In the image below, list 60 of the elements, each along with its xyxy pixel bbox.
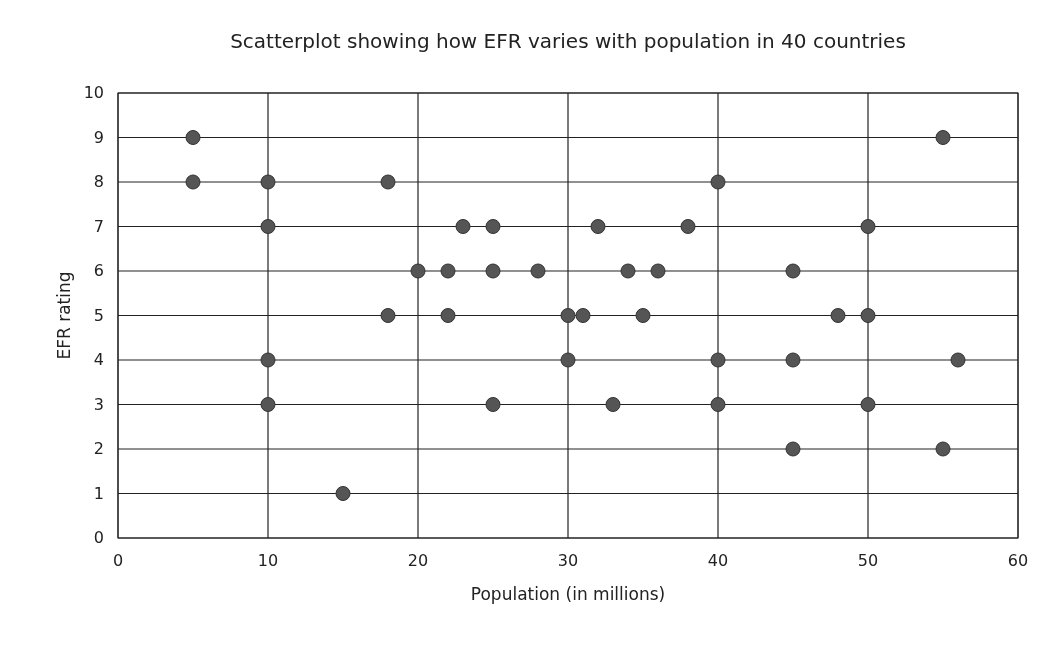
point — [380, 308, 396, 323]
x-tick-label: 60 — [1007, 551, 1029, 570]
point — [785, 263, 801, 279]
y-tick-label: 7 — [93, 216, 104, 236]
point — [620, 263, 636, 279]
y-tick-label: 5 — [93, 305, 104, 325]
y-axis-title: EFR rating — [54, 271, 74, 360]
y-tick-label: 2 — [93, 439, 104, 458]
x-tick-label: 0 — [112, 551, 124, 570]
point — [710, 174, 726, 190]
point — [185, 130, 201, 145]
point — [530, 263, 546, 279]
point — [485, 219, 501, 234]
point — [860, 308, 876, 323]
point — [650, 263, 666, 279]
x-tick-label: 30 — [557, 551, 579, 570]
point — [635, 308, 651, 323]
point — [410, 263, 426, 279]
x-tick-label: 20 — [407, 551, 429, 570]
point — [680, 219, 696, 234]
point — [785, 441, 801, 457]
point — [785, 352, 801, 368]
point — [575, 308, 591, 323]
x-tick-label: 40 — [707, 551, 729, 570]
y-tick-label: 1 — [93, 483, 104, 503]
x-axis-title: Population (in millions) — [470, 584, 666, 604]
point — [710, 352, 726, 368]
point — [860, 219, 876, 234]
point — [560, 352, 576, 368]
point — [830, 308, 846, 323]
point — [260, 174, 276, 190]
point — [560, 308, 576, 323]
x-tick-label: 10 — [257, 551, 279, 570]
point — [260, 219, 276, 234]
point — [860, 397, 876, 412]
point — [185, 174, 201, 190]
x-tick-label: 50 — [857, 551, 879, 570]
point — [335, 486, 351, 501]
point — [935, 441, 951, 457]
point — [440, 263, 456, 279]
point — [950, 352, 966, 368]
y-tick-label: 8 — [93, 172, 104, 191]
y-tick-label: 9 — [93, 127, 104, 147]
y-tick-label: 3 — [93, 394, 104, 414]
point — [590, 219, 606, 234]
point — [710, 397, 726, 412]
y-tick-label: 0 — [93, 528, 104, 547]
point — [485, 263, 501, 279]
point — [260, 352, 276, 368]
y-tick-label: 10 — [83, 83, 104, 102]
point — [935, 130, 951, 145]
chart-title: Scatterplot showing how EFR varies with population in 40 countries — [230, 29, 906, 53]
y-tick-label: 4 — [93, 350, 104, 369]
point — [605, 397, 621, 412]
point — [380, 174, 396, 190]
point — [260, 397, 276, 412]
point — [455, 219, 471, 234]
point — [440, 308, 456, 323]
point — [485, 397, 501, 412]
y-tick-label: 6 — [93, 261, 104, 280]
